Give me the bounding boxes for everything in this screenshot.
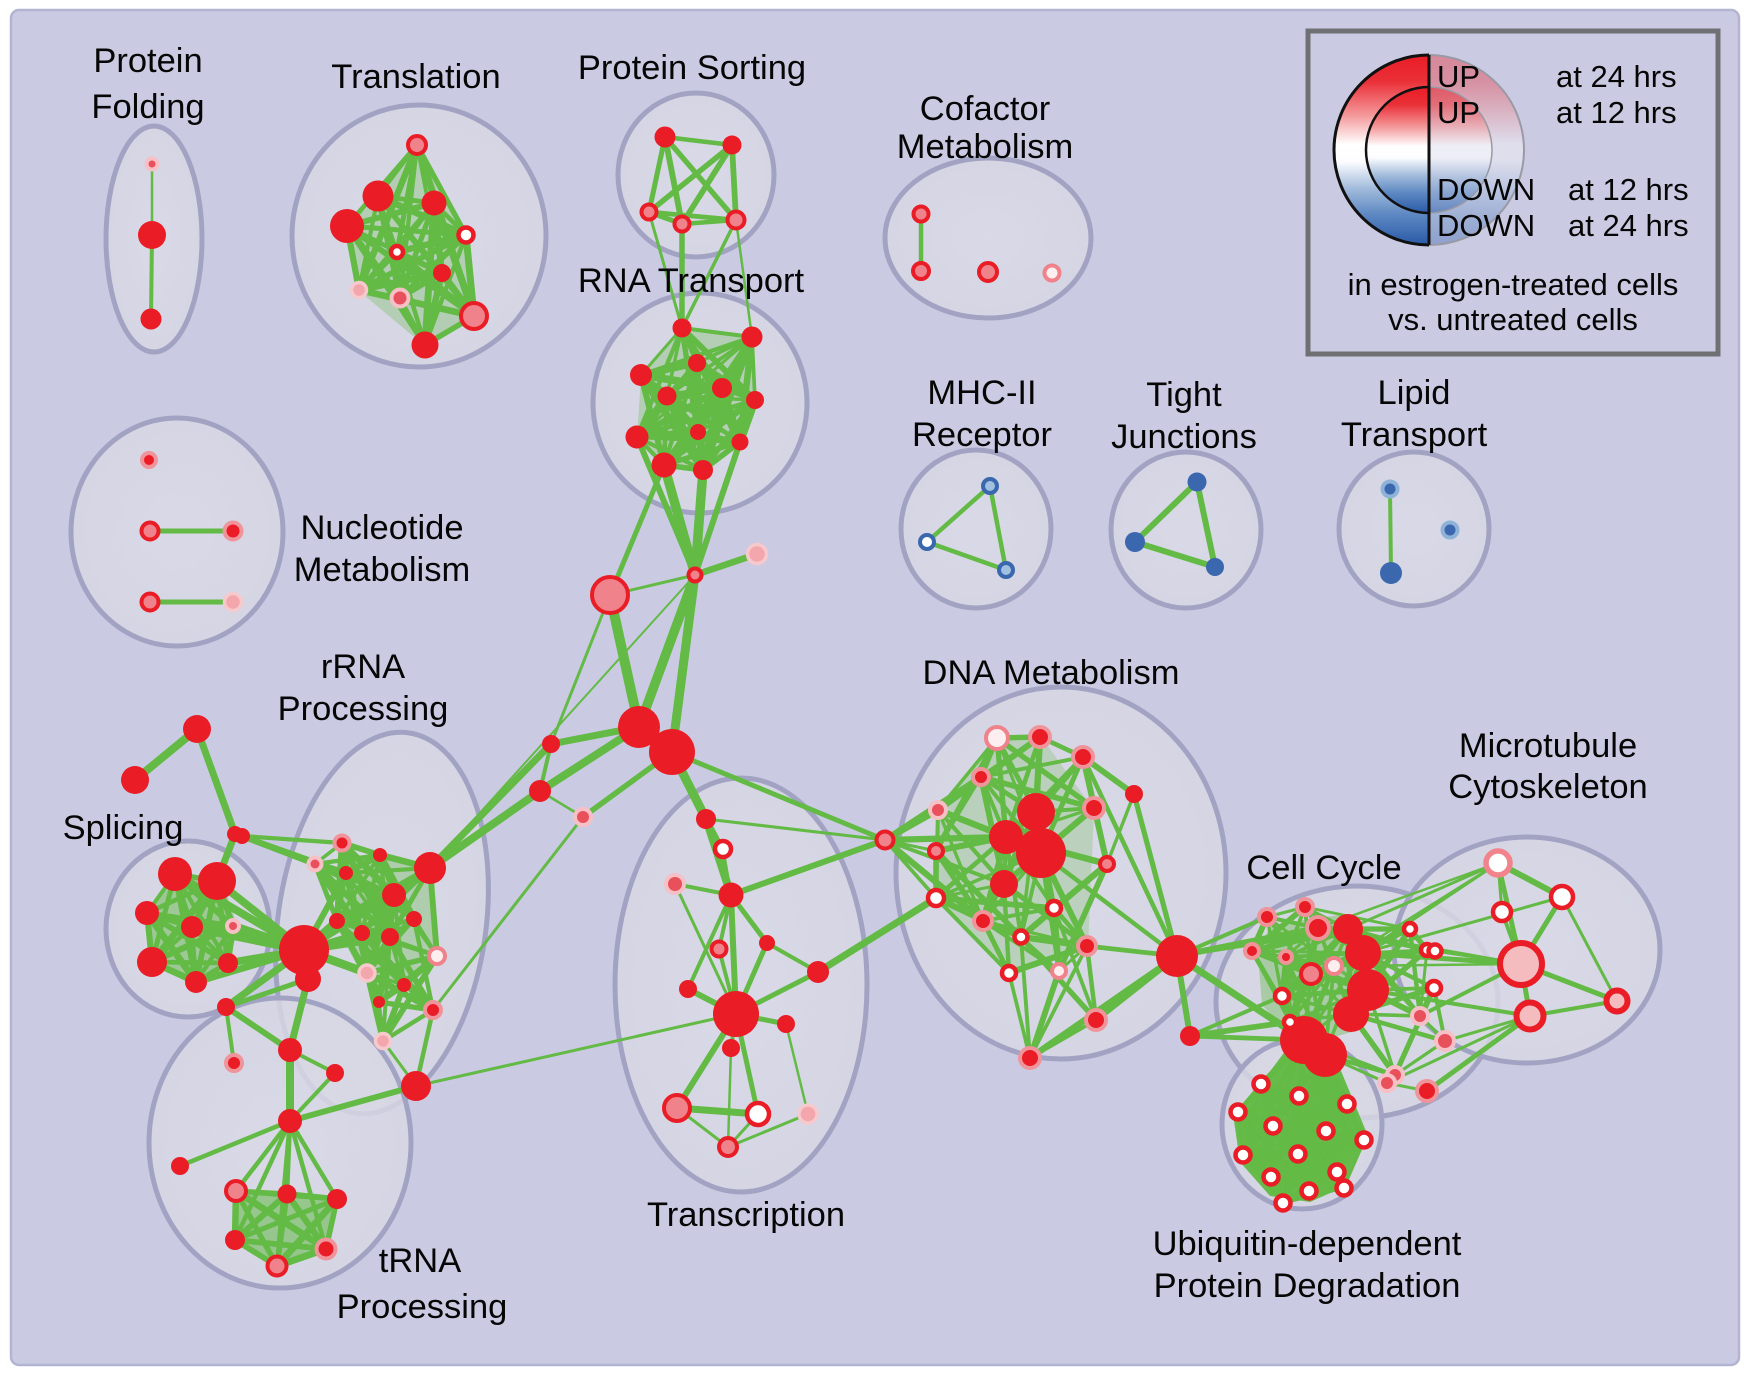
svg-text:UP: UP [1437, 59, 1480, 94]
svg-text:vs. untreated cells: vs. untreated cells [1388, 302, 1638, 337]
svg-text:at 12 hrs: at 12 hrs [1556, 95, 1677, 130]
svg-text:rRNA: rRNA [321, 648, 405, 686]
svg-text:Nucleotide: Nucleotide [300, 509, 463, 547]
svg-text:Processing: Processing [278, 690, 449, 728]
svg-text:Splicing: Splicing [63, 809, 184, 847]
svg-text:at 24 hrs: at 24 hrs [1568, 208, 1689, 243]
svg-text:Microtubule: Microtubule [1459, 727, 1637, 765]
svg-text:Cytoskeleton: Cytoskeleton [1448, 768, 1647, 806]
svg-text:Metabolism: Metabolism [294, 551, 470, 589]
svg-text:UP: UP [1437, 95, 1480, 130]
svg-text:DNA Metabolism: DNA Metabolism [923, 654, 1180, 692]
svg-text:in estrogen-treated cells: in estrogen-treated cells [1348, 267, 1679, 302]
svg-text:at 12 hrs: at 12 hrs [1568, 172, 1689, 207]
svg-text:Transcription: Transcription [647, 1196, 845, 1234]
svg-text:Receptor: Receptor [912, 416, 1052, 454]
svg-text:Protein Degradation: Protein Degradation [1154, 1267, 1461, 1305]
svg-text:Transport: Transport [1341, 416, 1488, 454]
svg-text:Folding: Folding [91, 88, 204, 126]
svg-text:Ubiquitin-dependent: Ubiquitin-dependent [1153, 1225, 1462, 1263]
svg-text:MHC-II: MHC-II [927, 374, 1036, 412]
svg-text:Processing: Processing [337, 1288, 508, 1326]
svg-text:at 24 hrs: at 24 hrs [1556, 59, 1677, 94]
svg-text:Metabolism: Metabolism [897, 128, 1073, 166]
svg-text:Junctions: Junctions [1111, 418, 1257, 456]
svg-text:Lipid: Lipid [1378, 374, 1451, 412]
svg-text:Translation: Translation [331, 58, 500, 96]
svg-text:tRNA: tRNA [379, 1242, 461, 1280]
svg-text:Cell Cycle: Cell Cycle [1246, 849, 1401, 887]
svg-text:Protein: Protein [93, 42, 202, 80]
svg-text:DOWN: DOWN [1437, 172, 1535, 207]
svg-text:Cofactor: Cofactor [920, 90, 1050, 128]
svg-text:RNA Transport: RNA Transport [578, 262, 805, 300]
svg-text:DOWN: DOWN [1437, 208, 1535, 243]
svg-text:Tight: Tight [1146, 376, 1222, 414]
svg-text:Protein Sorting: Protein Sorting [578, 49, 806, 87]
